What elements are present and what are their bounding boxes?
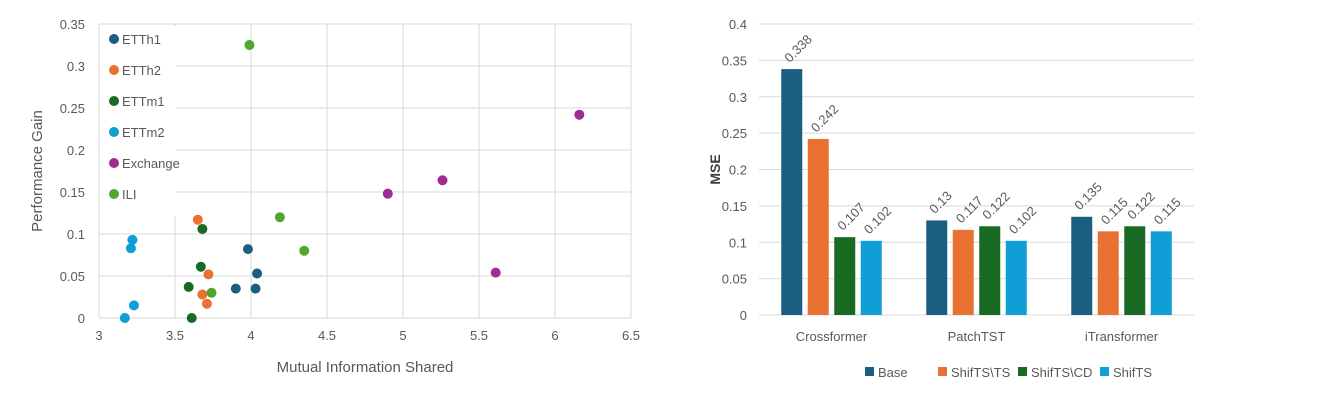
scatter-point-exchange	[437, 175, 448, 186]
scatter-point-etth2	[201, 298, 212, 309]
legend-label: Base	[878, 365, 908, 380]
y-tick-label: 0.15	[60, 185, 85, 200]
bar-crossformer	[834, 237, 856, 315]
x-tick-label: 4.5	[318, 328, 336, 343]
legend-marker	[938, 367, 947, 376]
legend-marker	[1100, 367, 1109, 376]
y-axis-label: Performance Gain	[29, 110, 46, 232]
bar-patchtst	[952, 229, 974, 315]
y-tick-label: 0.25	[722, 126, 747, 141]
y-tick-label: 0.25	[60, 101, 85, 116]
legend-marker	[109, 189, 119, 199]
scatter-point-ettm2	[125, 243, 136, 254]
bar-patchtst	[979, 226, 1001, 315]
y-tick-label: 0.1	[67, 227, 85, 242]
legend-label: ETTm1	[122, 94, 165, 109]
scatter-point-ettm1	[186, 313, 197, 323]
bar-patchtst	[1005, 240, 1027, 315]
bar-crossformer	[860, 240, 882, 315]
legend-marker	[109, 96, 119, 106]
scatter-point-ettm2	[128, 300, 139, 311]
scatter-point-etth1	[230, 283, 241, 294]
y-axis-label: MSE	[707, 154, 723, 184]
legend-marker	[109, 127, 119, 137]
legend-label: ETTm2	[122, 125, 165, 140]
x-tick-label: 4	[247, 328, 254, 343]
legend-background	[100, 26, 176, 216]
scatter-point-ili	[274, 212, 285, 223]
x-tick-label: 5.5	[470, 328, 488, 343]
legend-marker	[109, 34, 119, 44]
bar-itransformer	[1124, 226, 1146, 315]
scatter-point-exchange	[490, 267, 501, 278]
y-tick-label: 0.2	[67, 143, 85, 158]
legend-label: ETTh2	[122, 63, 161, 78]
y-tick-label: 0.35	[60, 17, 85, 32]
legend-marker	[109, 65, 119, 75]
scatter-point-ili	[244, 40, 255, 50]
category-label: iTransformer	[1085, 329, 1159, 344]
x-tick-label: 6	[551, 328, 558, 343]
y-tick-label: 0.05	[722, 272, 747, 287]
scatter-point-ettm1	[183, 281, 194, 292]
legend-marker	[1018, 367, 1027, 376]
scatter-point-etth2	[203, 269, 214, 280]
scatter-point-ettm2	[127, 234, 138, 245]
x-tick-label: 6.5	[622, 328, 640, 343]
bar-crossformer	[807, 138, 829, 315]
legend-label: Exchange	[122, 156, 180, 171]
y-tick-label: 0	[740, 308, 747, 323]
data-label: 0.13	[926, 188, 955, 217]
data-label: 0.102	[1006, 203, 1040, 237]
scatter-point-exchange	[574, 109, 585, 120]
legend-label: ShifTS\TS	[951, 365, 1011, 380]
bar-patchtst	[926, 220, 948, 315]
scatter-point-ili	[206, 287, 217, 298]
legend-label: ILI	[122, 187, 136, 202]
scatter-point-exchange	[382, 188, 393, 199]
scatter-point-etth1	[242, 244, 253, 255]
data-label: 0.135	[1071, 179, 1105, 213]
y-tick-label: 0.05	[60, 269, 85, 284]
y-tick-label: 0.3	[729, 90, 747, 105]
x-axis-label: Mutual Information Shared	[277, 359, 454, 376]
legend-marker	[865, 367, 874, 376]
y-tick-label: 0.15	[722, 199, 747, 214]
scatter-point-ettm1	[195, 261, 206, 272]
scatter-point-ettm1	[197, 223, 208, 234]
y-tick-label: 0.35	[722, 53, 747, 68]
legend-marker	[109, 158, 119, 168]
scatter-point-etth2	[192, 214, 203, 225]
category-label: PatchTST	[948, 329, 1006, 344]
scatter-chart: 3 3.5 4 4.5 5 5.5 6 6.5 0 0.05 0.1 0.15 0.2 0.25 0.3 0.…	[29, 17, 640, 376]
y-tick-label: 0.2	[729, 163, 747, 178]
bar-itransformer	[1071, 216, 1093, 315]
y-tick-label: 0.4	[729, 17, 747, 32]
scatter-point-ettm2	[119, 313, 130, 323]
scatter-point-etth2	[197, 289, 208, 300]
x-tick-label: 3	[95, 328, 102, 343]
scatter-point-etth1	[252, 268, 263, 279]
legend-label: ShifTS	[1113, 365, 1152, 380]
scatter-point-ili	[299, 245, 310, 256]
x-tick-label: 5	[399, 328, 406, 343]
bar-crossformer	[781, 69, 803, 315]
legend-label: ShifTS\CD	[1031, 365, 1092, 380]
y-tick-label: 0	[78, 311, 85, 326]
bar-itransformer	[1097, 231, 1119, 315]
bar-itransformer	[1150, 231, 1172, 315]
y-tick-label: 0.3	[67, 59, 85, 74]
data-label: 0.242	[808, 101, 842, 135]
category-label: Crossformer	[796, 329, 868, 344]
scatter-point-etth1	[250, 283, 261, 294]
legend-label: ETTh1	[122, 32, 161, 47]
x-tick-label: 3.5	[166, 328, 184, 343]
y-tick-label: 0.1	[729, 235, 747, 250]
bar-chart: 0 0.05 0.1 0.15 0.2 0.25 0.3 0.35 0.4 Crossformer…	[707, 17, 1194, 380]
